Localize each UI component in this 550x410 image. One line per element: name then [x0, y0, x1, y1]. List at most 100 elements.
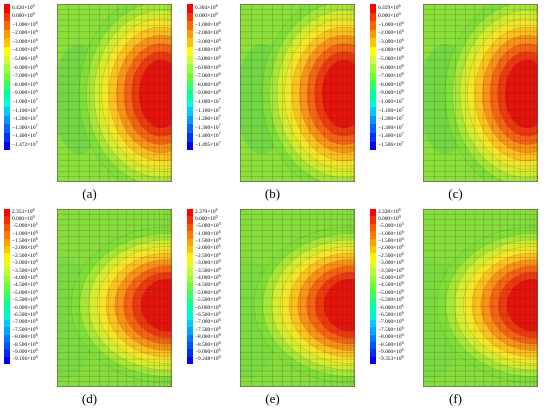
legend-mantissa: −5.000×10 — [378, 223, 402, 230]
legend-exponent: 6 — [401, 273, 404, 279]
plot-border — [57, 4, 172, 182]
legend-entry: −8.000×106 — [370, 333, 422, 343]
legend-label: 6.420×106 — [12, 3, 35, 13]
legend-entry: −5.500×106 — [187, 296, 239, 306]
legend-swatch — [187, 21, 193, 30]
legend-swatch — [187, 89, 193, 99]
legend-swatch — [4, 21, 10, 30]
legend-entry: −9.248×106 — [187, 355, 239, 365]
legend-label: −3.500×106 — [378, 266, 404, 275]
legend-exponent: 0 — [398, 213, 401, 219]
legend-swatch — [370, 319, 376, 328]
legend-exponent: 5 — [218, 221, 221, 227]
legend-exponent: 6 — [401, 79, 404, 85]
contour-band — [138, 59, 172, 129]
legend-mantissa: −4.000×10 — [378, 275, 402, 282]
legend-entry: −4.500×106 — [370, 281, 422, 291]
legend-mantissa: −4.500×10 — [12, 282, 36, 289]
legend-mantissa: −5.000×10 — [195, 56, 219, 63]
legend-exponent: 7 — [401, 97, 404, 103]
legend-entry: −6.000×106 — [370, 303, 422, 313]
legend-exponent: 6 — [218, 258, 221, 264]
legend-swatch — [370, 132, 376, 142]
legend-exponent: 6 — [35, 71, 38, 77]
legend-swatch — [370, 245, 376, 254]
legend-entry: −1.000×106 — [4, 20, 56, 30]
legend-swatch — [4, 81, 10, 90]
legend-swatch — [187, 98, 193, 108]
legend-exponent: 6 — [35, 45, 38, 51]
legend-d: 2.353×106 0.000×100 −5.000×105 −1.000×106 −1… — [4, 207, 56, 365]
legend-mantissa: −2.500×10 — [12, 252, 36, 259]
legend-exponent: 6 — [218, 346, 221, 352]
legend-mantissa: 0.000×10 — [12, 215, 33, 222]
legend-exponent: 6 — [218, 236, 221, 242]
legend-mantissa: −3.500×10 — [12, 267, 36, 274]
plot-border — [423, 4, 538, 182]
contour-svg — [423, 4, 538, 182]
legend-mantissa: −8.000×10 — [12, 81, 36, 88]
legend-exponent: 6 — [218, 250, 221, 256]
legend-entry: −1.472×107 — [4, 141, 56, 151]
legend-exponent: 6 — [401, 36, 404, 42]
legend-entry: −5.000×106 — [4, 288, 56, 298]
legend-mantissa: −6.500×10 — [195, 311, 219, 318]
legend-swatch — [4, 327, 10, 335]
legend-swatch — [187, 38, 193, 47]
legend-label: −4.000×106 — [378, 46, 404, 55]
legend-mantissa: −1.000×10 — [378, 21, 402, 28]
legend-swatch — [187, 132, 193, 142]
legend-mantissa: −1.000×10 — [195, 21, 219, 28]
legend-mantissa: −2.000×10 — [12, 245, 36, 252]
legend-exponent: 6 — [218, 45, 221, 51]
mesh-grid — [423, 209, 538, 387]
legend-label: −7.000×106 — [12, 318, 38, 326]
legend-entry: −5.000×105 — [370, 222, 422, 232]
legend-entry: −2.000×106 — [4, 244, 56, 254]
legend-exponent: 6 — [215, 2, 218, 8]
legend-mantissa: −2.000×10 — [12, 30, 36, 37]
legend-label: −1.000×106 — [378, 229, 404, 238]
legend-mantissa: −9.000×10 — [378, 90, 402, 97]
legend-entry: −2.000×106 — [370, 29, 422, 39]
legend-label: −9.106×106 — [12, 355, 38, 363]
legend-label: −1.200×107 — [12, 115, 38, 124]
legend-mantissa: −8.500×10 — [195, 341, 219, 348]
legend-exponent: 6 — [35, 28, 38, 34]
contour-svg — [240, 209, 355, 387]
legend-exponent: 6 — [218, 280, 221, 286]
caption-b: (b) — [264, 186, 281, 201]
legend-entry: −1.300×107 — [187, 123, 239, 133]
legend-entry: −1.506×107 — [370, 141, 422, 151]
legend-label: −2.000×106 — [195, 29, 221, 38]
legend-exponent: 7 — [401, 131, 404, 137]
contour-plot-c — [423, 4, 538, 182]
legend-swatch — [370, 349, 376, 357]
legend-swatch — [4, 107, 10, 116]
legend-swatch — [370, 223, 376, 232]
contour-band — [323, 278, 355, 332]
legend-label: −1.000×106 — [12, 229, 38, 238]
caption-a: (a) — [82, 186, 97, 201]
legend-entry: −3.500×106 — [370, 266, 422, 276]
legend-label: −2.500×106 — [195, 250, 221, 260]
legend-exponent: 0 — [215, 11, 218, 17]
legend-exponent: 6 — [401, 54, 404, 60]
legend-mantissa: −3.500×10 — [378, 267, 402, 274]
legend-exponent: 6 — [398, 2, 401, 8]
legend-mantissa: −1.000×10 — [195, 99, 219, 106]
legend-label: −7.000×106 — [12, 72, 38, 81]
legend-swatch — [370, 64, 376, 73]
legend-label: −1.200×107 — [195, 115, 221, 124]
legend-swatch — [4, 253, 10, 261]
legend-mantissa: −4.000×10 — [12, 47, 36, 54]
legend-label: −1.500×106 — [12, 237, 38, 245]
legend-entry: −4.000×106 — [370, 46, 422, 56]
legend-mantissa: −3.000×10 — [195, 260, 219, 267]
legend-label: −6.000×106 — [12, 303, 38, 312]
legend-mantissa: 0.000×10 — [195, 215, 216, 222]
legend-entry: −4.000×106 — [370, 273, 422, 283]
legend-entry: −1.300×107 — [4, 123, 56, 133]
legend-entry: −1.000×106 — [4, 229, 56, 239]
legend-label: −1.100×107 — [378, 106, 404, 116]
